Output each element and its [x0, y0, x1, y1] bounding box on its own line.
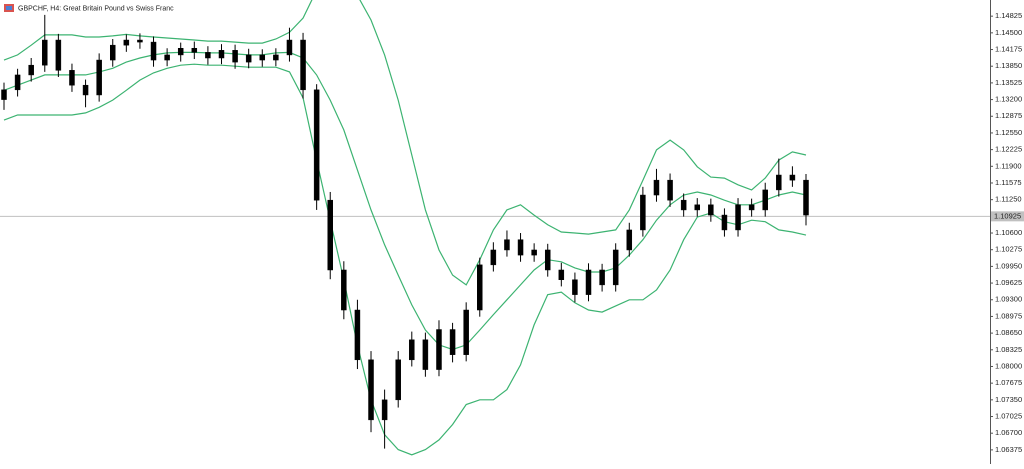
- candle-body: [640, 194, 646, 231]
- candle-body: [368, 359, 374, 421]
- y-tick-label: 1.09625: [995, 278, 1022, 287]
- candle-body: [544, 249, 551, 271]
- y-tick-label: 1.14825: [995, 11, 1022, 20]
- y-tick-label: 1.14175: [995, 45, 1022, 54]
- candle-body: [803, 179, 809, 216]
- candle-body: [42, 39, 48, 66]
- candle-body: [341, 269, 347, 311]
- candle-body: [313, 89, 320, 201]
- candle-body: [762, 189, 768, 211]
- candle-body: [477, 264, 483, 311]
- y-tick-label: 1.11900: [995, 161, 1022, 170]
- y-tick-label: 1.06375: [995, 445, 1022, 454]
- y-tick-label: 1.13850: [995, 61, 1022, 70]
- candle-body: [422, 339, 429, 370]
- candle-body: [150, 41, 157, 61]
- candle-body: [504, 239, 510, 251]
- y-tick-label: 1.08650: [995, 328, 1022, 337]
- candle-body: [259, 54, 266, 61]
- candle-body: [721, 214, 728, 231]
- candle-body: [218, 50, 225, 59]
- candle-body: [708, 204, 714, 216]
- candle-body: [164, 54, 170, 61]
- candle-body: [327, 199, 333, 271]
- band-line: [3, 51, 807, 351]
- candle-body: [245, 54, 252, 63]
- candle-body: [449, 329, 456, 355]
- candle-body: [1, 89, 7, 100]
- candle-body: [572, 279, 578, 295]
- candle-body: [436, 329, 442, 370]
- y-tick-label: 1.09950: [995, 261, 1022, 270]
- candle-body: [191, 47, 198, 53]
- y-tick-label: 1.10600: [995, 228, 1022, 237]
- candle-body: [463, 309, 469, 355]
- y-tick-label: 1.08325: [995, 345, 1022, 354]
- candle-body: [55, 39, 62, 71]
- candle-body: [96, 59, 102, 96]
- y-tick-label: 1.09300: [995, 295, 1022, 304]
- last-price-box: [991, 211, 1024, 222]
- candle-body: [82, 84, 89, 96]
- candle-body: [300, 39, 306, 91]
- candle-body: [667, 179, 673, 201]
- candle-body: [395, 359, 401, 401]
- candle-body: [776, 174, 782, 191]
- candle-body: [232, 50, 238, 63]
- y-tick-label: 1.08975: [995, 311, 1022, 320]
- candle-body: [748, 204, 755, 211]
- candle-body: [694, 204, 701, 211]
- y-tick-label: 1.11575: [995, 178, 1022, 187]
- y-tick-label: 1.12225: [995, 145, 1022, 154]
- candle-body: [137, 39, 143, 43]
- candle-body: [490, 249, 497, 266]
- candle-body: [109, 44, 116, 61]
- last-price-label: 1.10925: [994, 211, 1021, 220]
- y-tick-label: 1.12550: [995, 128, 1022, 137]
- candle-body: [653, 179, 660, 196]
- candle-body: [558, 269, 565, 280]
- y-tick-label: 1.13200: [995, 95, 1022, 104]
- candle-body: [177, 47, 184, 56]
- icon-part: [6, 6, 12, 10]
- band-line: [3, 63, 807, 456]
- candle-body: [14, 74, 21, 91]
- candle-body: [680, 199, 687, 211]
- y-tick-label: 1.14500: [995, 28, 1022, 37]
- y-tick-label: 1.13525: [995, 78, 1022, 87]
- y-tick-label: 1.07350: [995, 395, 1022, 404]
- candle-body: [517, 239, 524, 256]
- candle-body: [612, 249, 619, 286]
- candle-body: [273, 54, 279, 61]
- symbol-icon: [4, 4, 14, 12]
- y-tick-label: 1.08000: [995, 361, 1022, 370]
- chart-title: GBPCHF, H4: Great Britain Pound vs Swiss…: [18, 5, 174, 12]
- y-tick-label: 1.07675: [995, 378, 1022, 387]
- band-line: [3, 0, 807, 286]
- y-tick-label: 1.10275: [995, 245, 1022, 254]
- candle-body: [69, 70, 75, 86]
- candle-body: [286, 39, 293, 56]
- candle-body: [123, 39, 130, 46]
- plot: [0, 0, 990, 456]
- y-tick-label: 1.12875: [995, 111, 1022, 120]
- candle-body: [599, 269, 605, 286]
- candle-body: [381, 399, 388, 421]
- candle-body: [354, 309, 361, 361]
- candle-body: [585, 269, 592, 295]
- candle-body: [28, 64, 34, 76]
- y-tick-label: 1.11250: [995, 195, 1022, 204]
- y-tick-label: 1.06700: [995, 428, 1022, 437]
- candle-body: [735, 204, 741, 231]
- candle-body: [531, 249, 537, 256]
- candle-body: [205, 52, 211, 59]
- candle-body: [789, 174, 796, 181]
- candle-body: [409, 339, 415, 361]
- y-tick-label: 1.07025: [995, 412, 1022, 421]
- candle-body: [626, 229, 633, 251]
